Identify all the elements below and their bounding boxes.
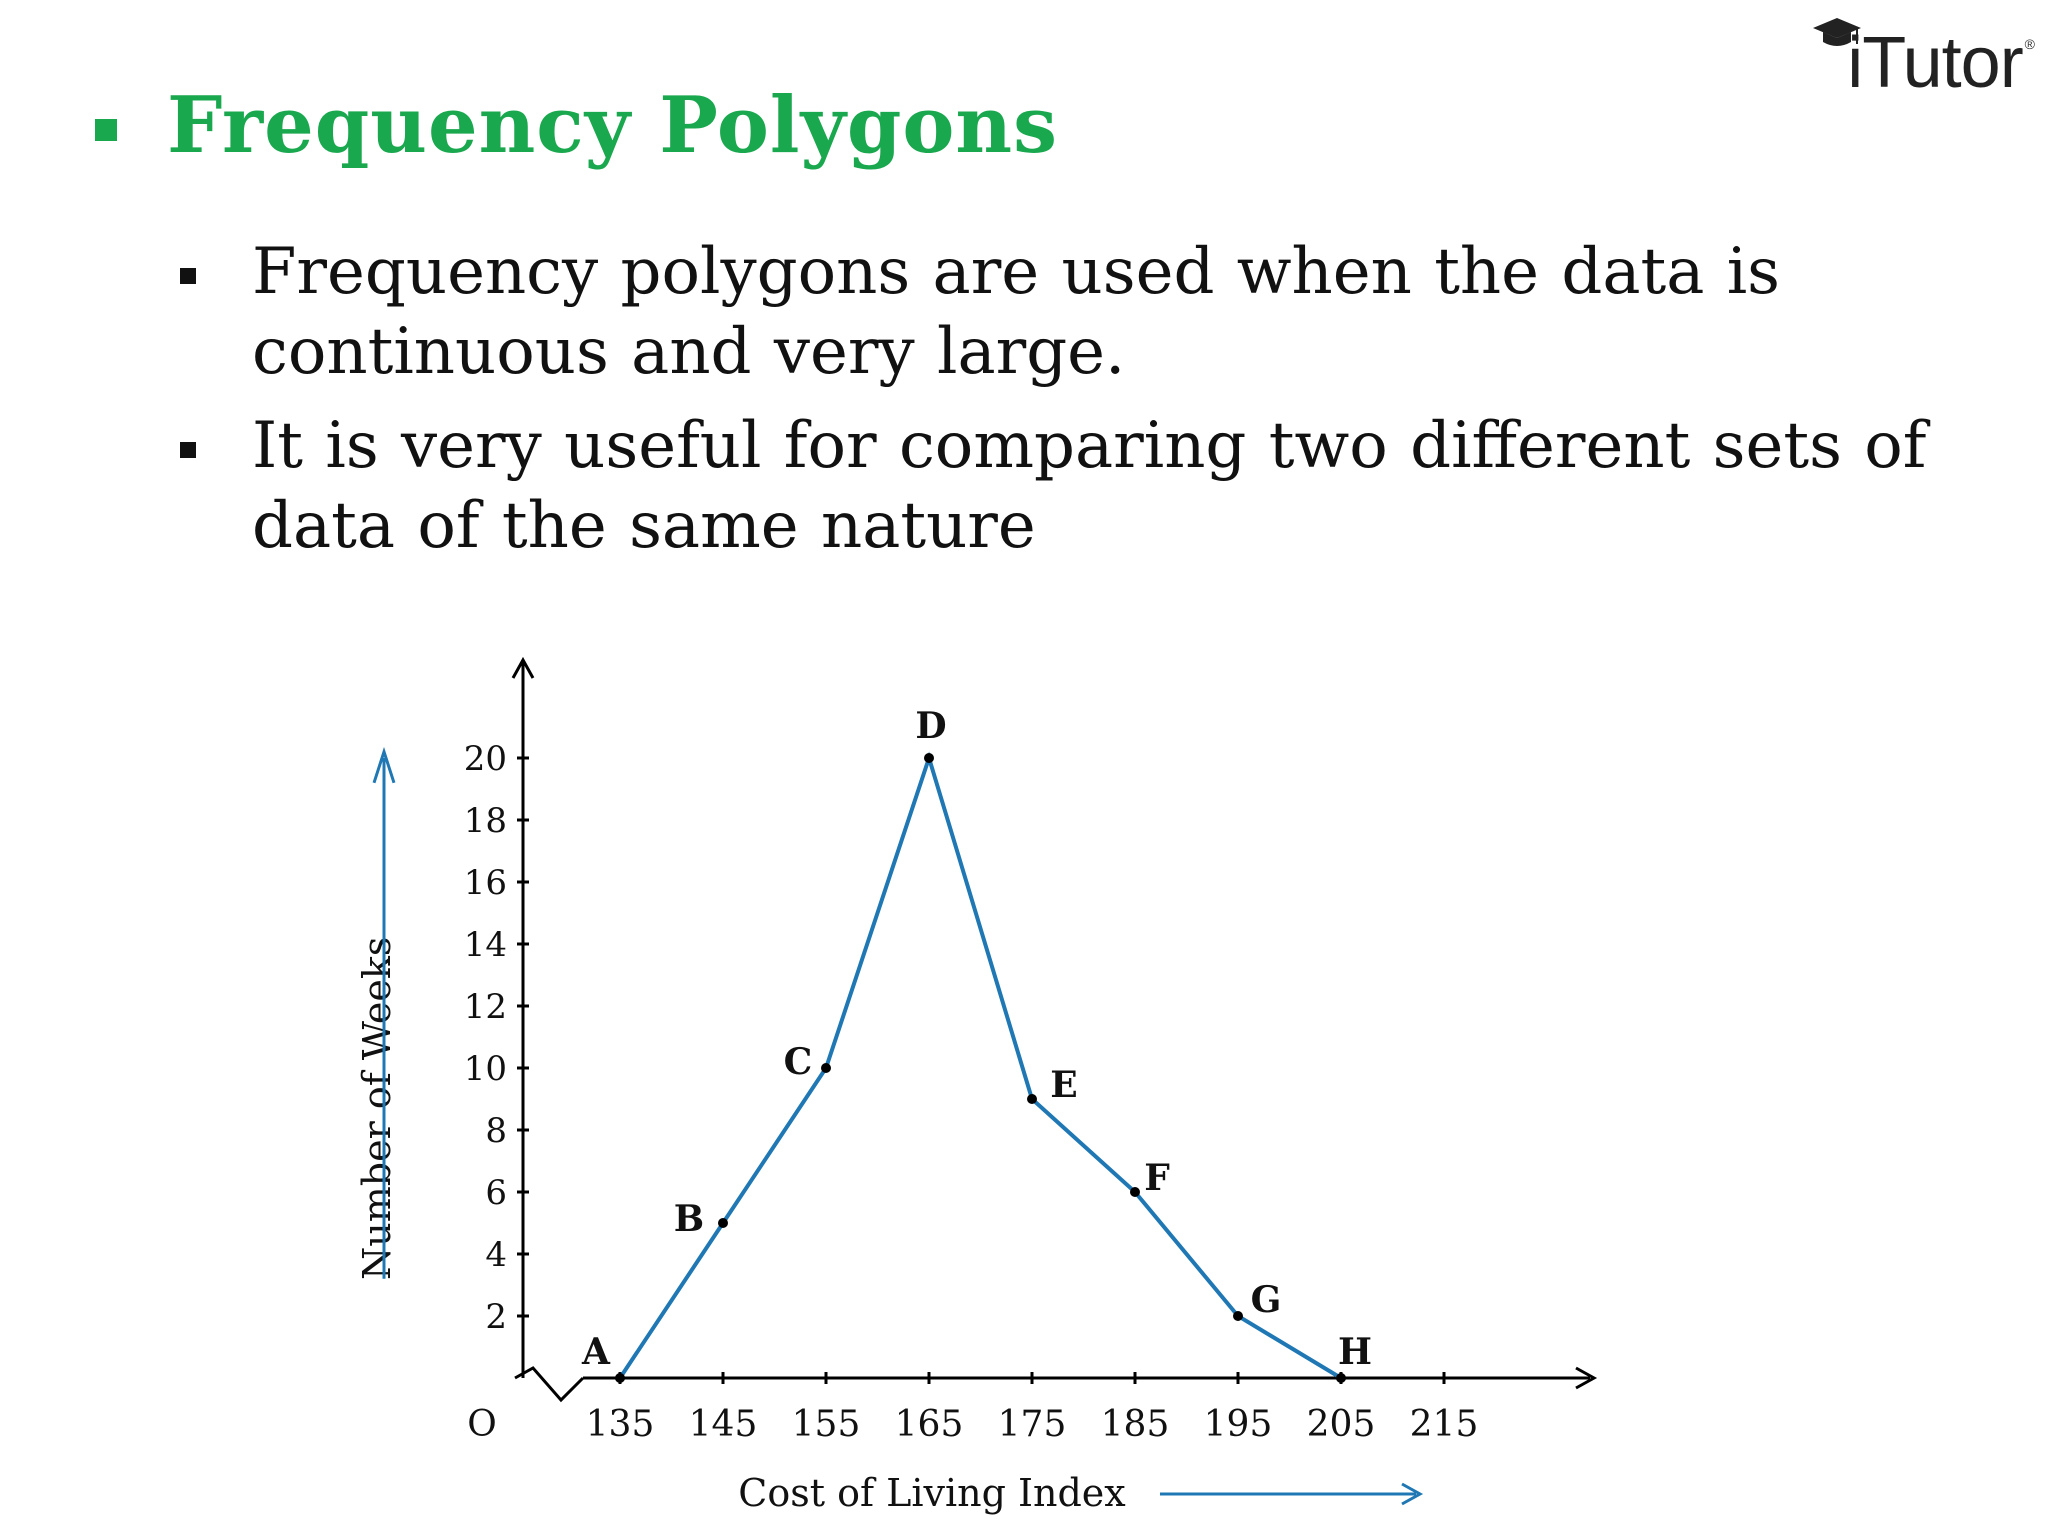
- x-tick-label: 175: [998, 1404, 1067, 1445]
- bullet-square-icon: [180, 442, 196, 458]
- y-tick-label: 10: [464, 1049, 507, 1089]
- y-tick-label: 8: [485, 1111, 507, 1151]
- point-label: A: [581, 1331, 611, 1373]
- slide-title: Frequency Polygons: [167, 80, 1059, 171]
- bullet-item: Frequency polygons are used when the dat…: [180, 232, 1960, 392]
- bullet-square-icon: [180, 268, 196, 284]
- y-axis-title: Number of Weeks: [355, 937, 399, 1280]
- x-axis-arrow-icon: [1575, 1366, 1598, 1390]
- itutor-logo: iTutor ®: [1813, 18, 2035, 104]
- data-point: [924, 753, 934, 763]
- x-tick-label: 145: [689, 1404, 758, 1445]
- x-tick-label: 135: [586, 1404, 655, 1445]
- data-point: [1027, 1094, 1037, 1104]
- x-axis-title: Cost of Living Index: [738, 1471, 1125, 1515]
- frequency-polygon-line: [618, 751, 1343, 1380]
- point-label: E: [1050, 1064, 1077, 1106]
- point-label: H: [1338, 1331, 1372, 1373]
- x-tick-label: 195: [1204, 1404, 1273, 1445]
- data-point: [821, 1063, 831, 1073]
- y-tick-label: 20: [464, 739, 507, 779]
- y-tick-label: 6: [485, 1173, 507, 1213]
- frequency-polygon-chart: 2 4 6 8 10 12 14 16 18 20 135 145 155 165 175 185 195 205…: [355, 656, 1598, 1515]
- bullet-text: It is very useful for comparing two diff…: [252, 409, 1927, 563]
- data-point: [615, 1373, 625, 1383]
- graduation-cap-icon: [1813, 18, 1862, 46]
- data-point: [1336, 1373, 1346, 1383]
- y-tick-label: 16: [464, 863, 507, 903]
- x-tick-label: 155: [792, 1404, 861, 1445]
- y-tick-label: 18: [464, 801, 507, 841]
- origin-label: O: [467, 1404, 497, 1445]
- bullet-text: Frequency polygons are used when the dat…: [252, 235, 1780, 389]
- title-bullet-icon: [95, 118, 117, 141]
- point-label: B: [674, 1198, 704, 1240]
- y-tick-label: 14: [464, 925, 507, 965]
- y-tick-label: 4: [485, 1235, 507, 1275]
- axis-break-icon: [514, 1366, 585, 1403]
- x-tick-label: 165: [895, 1404, 964, 1445]
- point-label: F: [1144, 1157, 1170, 1199]
- point-label: C: [784, 1041, 813, 1083]
- x-tick-label: 205: [1307, 1404, 1376, 1445]
- point-label: G: [1251, 1279, 1282, 1321]
- data-point: [1130, 1187, 1140, 1197]
- x-label-arrow-icon: [1401, 1482, 1424, 1506]
- bullet-item: It is very useful for comparing two diff…: [180, 406, 1960, 566]
- y-tick-label: 2: [485, 1297, 507, 1337]
- logo-registered-mark: ®: [2024, 36, 2035, 52]
- x-tick-label: 215: [1410, 1404, 1479, 1445]
- point-label: D: [915, 705, 946, 747]
- y-axis-arrow-icon: [511, 656, 535, 679]
- x-tick-label: 185: [1101, 1404, 1170, 1445]
- bullet-list: Frequency polygons are used when the dat…: [180, 232, 1960, 580]
- title-row: Frequency Polygons: [95, 80, 1058, 171]
- data-point: [718, 1218, 728, 1228]
- data-point: [1233, 1311, 1243, 1321]
- logo-text: iTutor: [1847, 23, 2023, 103]
- y-tick-label: 12: [464, 987, 507, 1027]
- y-label-arrow-icon: [372, 746, 396, 784]
